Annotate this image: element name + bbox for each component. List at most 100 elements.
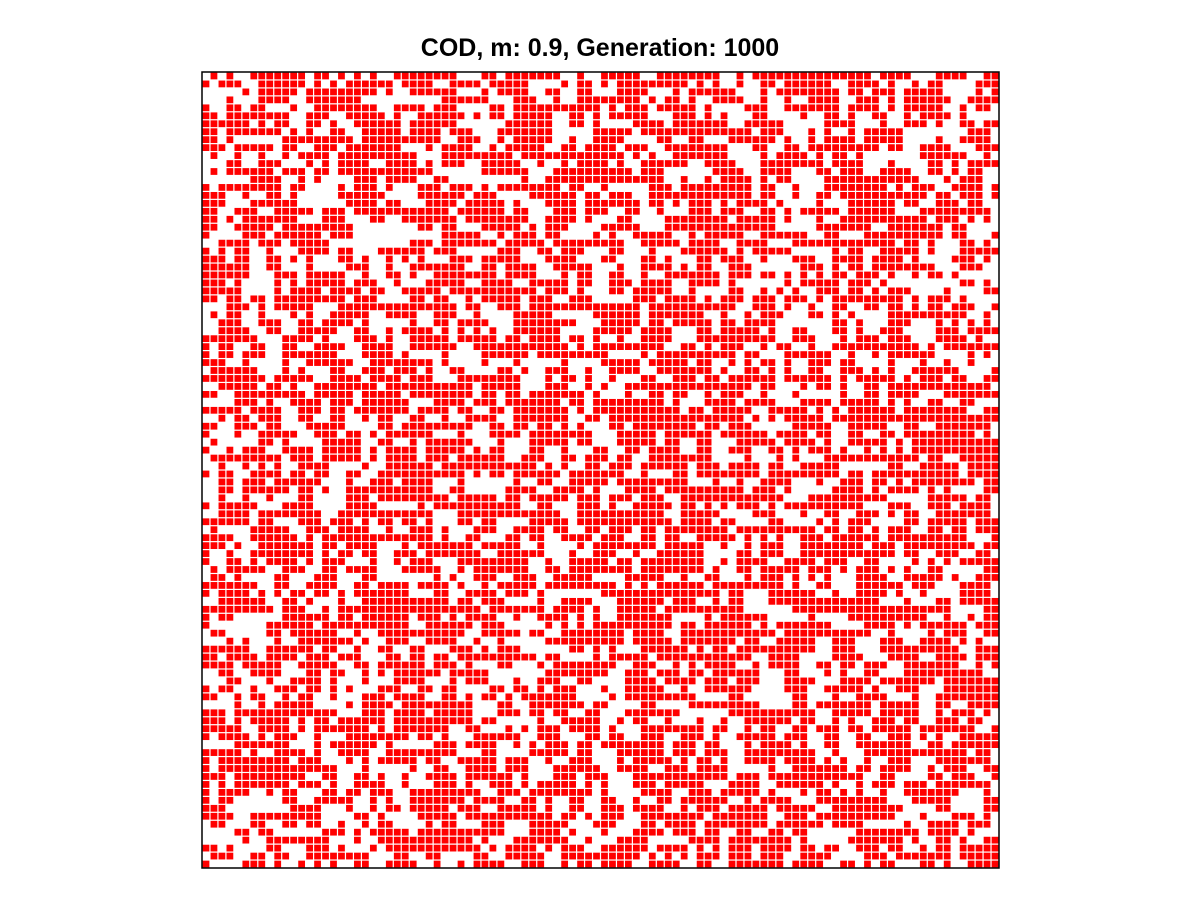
cell <box>521 406 529 414</box>
cell <box>888 629 895 637</box>
cell <box>640 637 648 645</box>
cell <box>792 104 800 112</box>
cell <box>553 398 561 406</box>
cell <box>664 144 672 151</box>
cell <box>537 247 545 255</box>
cell <box>784 677 792 685</box>
cell <box>505 398 513 406</box>
cell <box>895 502 903 510</box>
cell <box>258 446 266 454</box>
cell <box>433 271 441 279</box>
cell <box>330 207 337 215</box>
cell <box>513 406 521 414</box>
cell <box>497 542 505 549</box>
cell <box>529 112 537 120</box>
cell <box>377 152 385 159</box>
cell <box>824 574 832 581</box>
cell <box>601 518 608 526</box>
cell <box>521 486 529 494</box>
cell <box>457 558 465 565</box>
cell <box>784 96 792 104</box>
cell <box>393 152 401 159</box>
cell <box>951 518 959 526</box>
cell <box>991 231 999 239</box>
cell <box>258 160 266 167</box>
cell <box>314 653 321 661</box>
cell <box>274 192 282 199</box>
cell <box>497 558 505 565</box>
cell <box>545 199 553 207</box>
cell <box>664 383 672 390</box>
cell <box>585 629 592 637</box>
cell <box>306 120 313 128</box>
cell <box>234 518 242 526</box>
cell <box>840 478 847 486</box>
cell <box>465 494 473 502</box>
cell <box>792 88 800 96</box>
cell <box>393 470 401 478</box>
cell <box>656 176 664 183</box>
cell <box>609 494 616 502</box>
cell <box>441 72 449 80</box>
cell <box>776 470 784 478</box>
cell <box>234 120 242 128</box>
cell <box>943 287 951 295</box>
cell <box>911 343 919 350</box>
cell <box>290 446 298 454</box>
cell <box>672 605 680 613</box>
cell <box>752 661 760 669</box>
cell <box>481 279 489 287</box>
cell <box>800 534 808 542</box>
cell <box>712 192 720 199</box>
cell <box>473 199 481 207</box>
cell <box>314 510 321 518</box>
cell <box>521 215 529 223</box>
cell <box>346 454 353 462</box>
cell <box>441 462 449 470</box>
cell <box>704 144 712 151</box>
cell <box>545 136 553 144</box>
cell <box>505 239 513 247</box>
cell <box>856 574 863 581</box>
cell <box>306 422 313 430</box>
cell <box>704 494 712 502</box>
cell <box>832 526 839 534</box>
cell <box>640 375 648 382</box>
cell <box>585 375 592 382</box>
cell <box>720 199 728 207</box>
cell <box>457 422 465 430</box>
cell <box>688 510 696 518</box>
cell <box>481 462 489 470</box>
cell <box>449 391 457 398</box>
cell <box>377 486 385 494</box>
cell <box>959 414 967 422</box>
cell <box>640 621 648 629</box>
cell <box>720 112 728 120</box>
cell <box>935 526 943 534</box>
cell <box>688 605 696 613</box>
cell <box>449 279 457 287</box>
cell <box>346 199 353 207</box>
cell <box>585 279 592 287</box>
cell <box>919 462 927 470</box>
cell <box>489 160 497 167</box>
cell <box>529 534 537 542</box>
cell <box>202 144 210 151</box>
cell <box>888 502 895 510</box>
cell <box>369 605 377 613</box>
cell <box>728 605 736 613</box>
cell <box>234 223 242 231</box>
cell <box>369 391 377 398</box>
cell <box>640 542 648 549</box>
cell <box>632 669 640 677</box>
cell <box>760 311 768 319</box>
cell <box>935 144 943 151</box>
cell <box>409 534 417 542</box>
cell <box>258 311 266 319</box>
cell <box>617 494 624 502</box>
cell <box>784 367 792 374</box>
cell <box>354 661 361 669</box>
cell <box>314 271 321 279</box>
cell <box>888 510 895 518</box>
cell <box>856 335 863 343</box>
